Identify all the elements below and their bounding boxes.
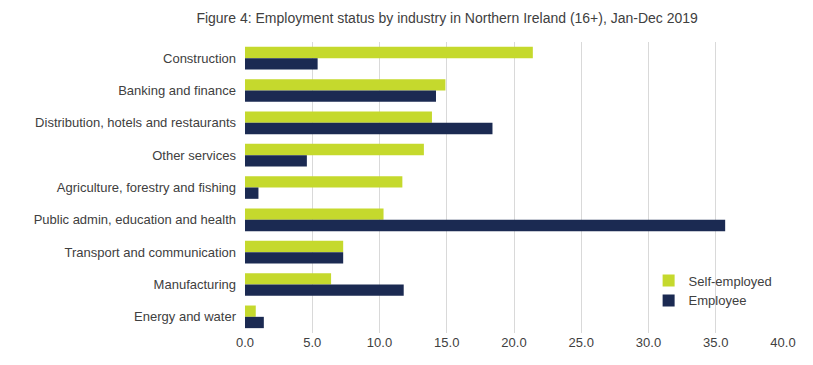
svg-text:Banking and finance: Banking and finance bbox=[118, 83, 236, 98]
svg-text:0.0: 0.0 bbox=[236, 335, 254, 350]
svg-text:25.0: 25.0 bbox=[569, 335, 594, 350]
svg-text:Transport and communication: Transport and communication bbox=[65, 245, 237, 260]
svg-text:40.0: 40.0 bbox=[770, 335, 795, 350]
svg-text:Public admin, education and he: Public admin, education and health bbox=[34, 212, 236, 227]
svg-text:30.0: 30.0 bbox=[636, 335, 661, 350]
svg-text:Employee: Employee bbox=[689, 293, 747, 308]
svg-text:Other services: Other services bbox=[152, 148, 236, 163]
svg-text:15.0: 15.0 bbox=[434, 335, 459, 350]
svg-text:Construction: Construction bbox=[163, 51, 236, 66]
svg-text:35.0: 35.0 bbox=[703, 335, 728, 350]
svg-text:10.0: 10.0 bbox=[367, 335, 392, 350]
svg-text:Agriculture, forestry and fish: Agriculture, forestry and fishing bbox=[57, 180, 236, 195]
svg-text:Figure 4: Employment status by: Figure 4: Employment status by industry … bbox=[196, 10, 698, 26]
svg-text:Self-employed: Self-employed bbox=[689, 274, 772, 289]
svg-text:20.0: 20.0 bbox=[501, 335, 526, 350]
svg-text:Energy and water: Energy and water bbox=[134, 309, 237, 324]
svg-text:Distribution, hotels and resta: Distribution, hotels and restaurants bbox=[35, 115, 236, 130]
svg-text:Manufacturing: Manufacturing bbox=[154, 277, 236, 292]
svg-text:5.0: 5.0 bbox=[303, 335, 321, 350]
